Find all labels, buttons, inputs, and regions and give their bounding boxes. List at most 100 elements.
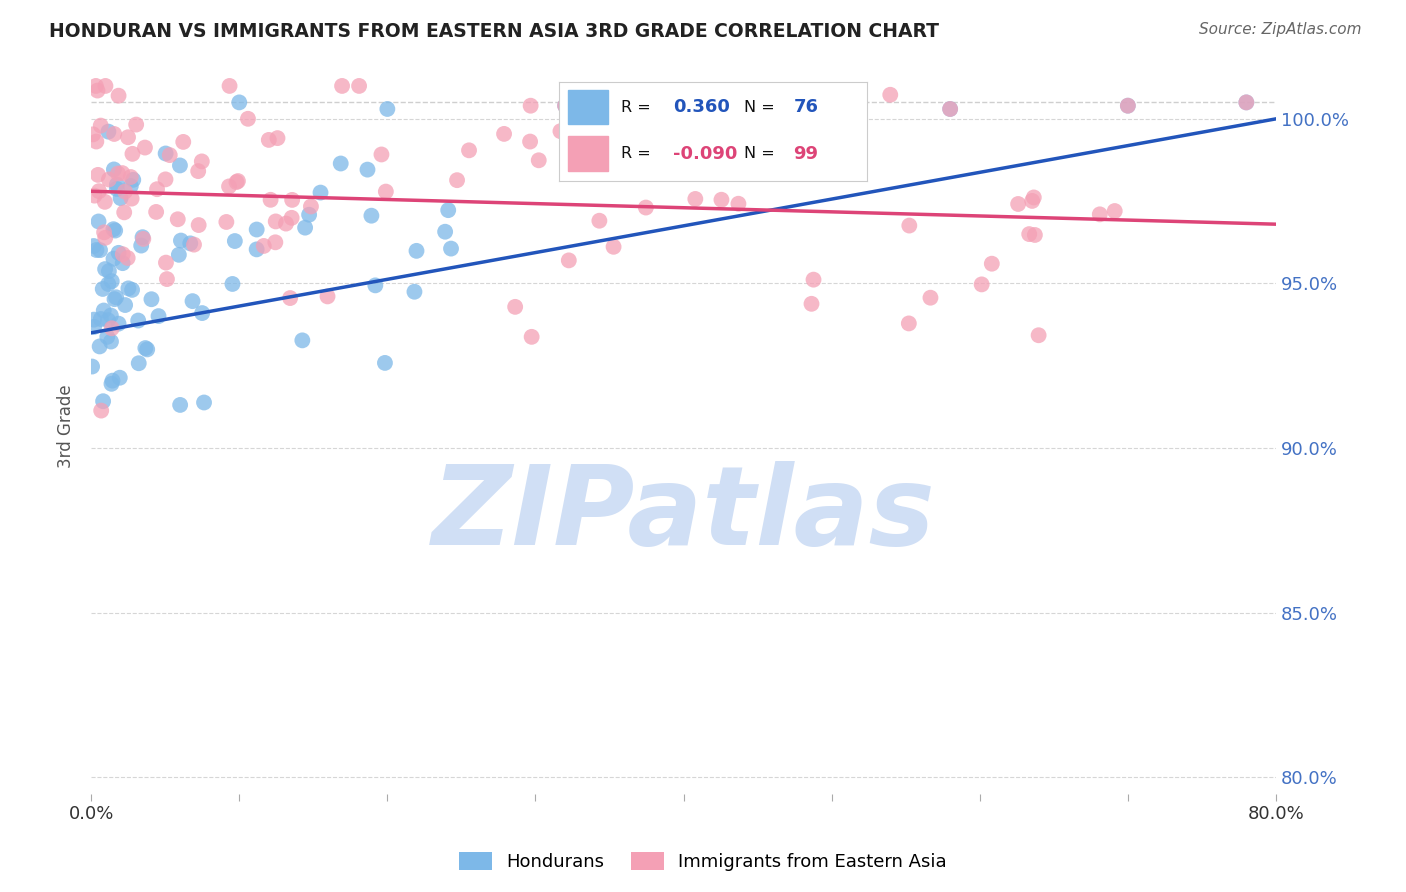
Point	[494, 127, 516, 141]
Point	[172, 135, 194, 149]
Point	[97, 313, 120, 327]
Point	[879, 87, 901, 102]
Point	[264, 214, 287, 228]
Point	[221, 277, 243, 291]
Point	[125, 118, 148, 132]
Point	[710, 193, 733, 207]
Point	[939, 102, 962, 116]
Point	[156, 272, 179, 286]
Point	[87, 184, 110, 198]
Point	[105, 182, 128, 196]
Point	[1028, 328, 1050, 343]
Point	[82, 128, 104, 142]
Point	[347, 78, 370, 93]
Point	[100, 334, 122, 349]
Point	[159, 148, 181, 162]
Point	[105, 178, 128, 192]
Point	[1018, 227, 1040, 241]
Point	[121, 283, 143, 297]
Point	[685, 192, 707, 206]
Point	[187, 164, 209, 178]
Point	[228, 95, 250, 110]
Point	[86, 243, 108, 257]
Point	[634, 201, 657, 215]
Point	[169, 158, 191, 172]
Point	[800, 297, 823, 311]
Point	[266, 131, 288, 145]
Point	[117, 251, 139, 265]
Point	[134, 341, 156, 355]
Point	[437, 203, 460, 218]
Point	[446, 173, 468, 187]
Text: Source: ZipAtlas.com: Source: ZipAtlas.com	[1198, 22, 1361, 37]
Point	[107, 167, 129, 181]
Point	[90, 403, 112, 417]
Point	[218, 78, 240, 93]
Point	[146, 182, 169, 196]
Point	[148, 309, 170, 323]
Point	[588, 213, 610, 227]
Point	[111, 247, 134, 261]
Point	[166, 212, 188, 227]
Point	[114, 298, 136, 312]
Point	[520, 330, 543, 344]
Point	[121, 192, 143, 206]
Point	[94, 262, 117, 277]
Point	[104, 223, 127, 237]
Point	[97, 264, 120, 278]
Point	[86, 135, 108, 149]
Point	[215, 215, 238, 229]
Point	[360, 209, 382, 223]
Point	[329, 156, 352, 170]
Point	[187, 218, 209, 232]
Point	[110, 191, 132, 205]
Point	[920, 291, 942, 305]
Point	[274, 217, 297, 231]
Point	[236, 112, 259, 126]
Point	[96, 330, 118, 344]
Point	[554, 98, 576, 112]
Point	[1234, 95, 1257, 110]
Point	[374, 356, 396, 370]
Point	[226, 174, 249, 188]
Point	[112, 205, 135, 219]
Point	[100, 376, 122, 391]
Point	[246, 243, 269, 257]
Point	[458, 144, 481, 158]
Point	[370, 147, 392, 161]
Point	[298, 208, 321, 222]
Point	[519, 99, 541, 113]
Text: ZIPatlas: ZIPatlas	[432, 461, 935, 568]
Point	[939, 102, 962, 116]
Point	[103, 162, 125, 177]
Point	[155, 255, 177, 269]
Point	[787, 142, 810, 156]
Point	[356, 162, 378, 177]
Point	[120, 169, 142, 184]
Point	[897, 317, 920, 331]
Point	[120, 179, 142, 194]
Point	[1022, 190, 1045, 204]
Point	[731, 95, 754, 110]
Point	[405, 244, 427, 258]
Point	[83, 239, 105, 253]
Point	[218, 179, 240, 194]
Point	[114, 185, 136, 199]
Point	[1116, 98, 1139, 112]
Point	[111, 166, 134, 180]
Point	[129, 238, 152, 252]
Point	[503, 300, 526, 314]
Point	[101, 321, 124, 335]
Point	[131, 230, 153, 244]
Point	[527, 153, 550, 168]
Point	[84, 78, 107, 93]
Point	[723, 101, 745, 115]
Point	[519, 135, 541, 149]
Point	[179, 236, 201, 251]
Point	[121, 146, 143, 161]
Point	[101, 374, 124, 388]
Point	[127, 313, 149, 327]
Point	[309, 186, 332, 200]
Point	[105, 290, 128, 304]
Point	[280, 211, 302, 225]
